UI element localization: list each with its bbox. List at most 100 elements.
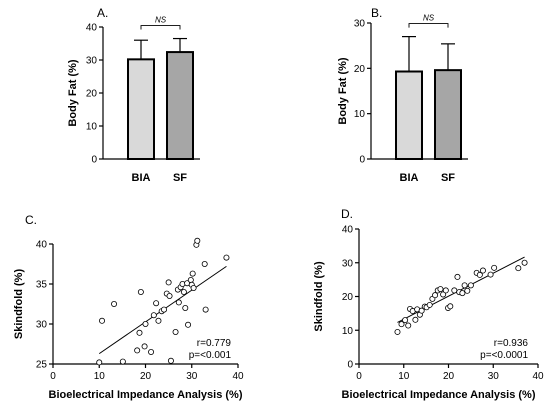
p3-data-point <box>155 317 162 324</box>
p2-y-tick-label: 10 <box>354 109 366 120</box>
p2-bar-bia <box>395 70 423 160</box>
p3-y-axis-title: Skindfold (%) <box>13 269 25 340</box>
p4-y-tick-label: 40 <box>342 225 354 236</box>
p3-x-axis-title: Bioelectrical Impedance Analysis (%) <box>49 389 243 401</box>
p3-y-tick-label: 30 <box>36 320 48 331</box>
p3-data-point <box>141 343 148 350</box>
p1-category-label: SF <box>173 172 187 184</box>
p3-data-point <box>172 328 179 335</box>
p4-y-tick-label: 10 <box>342 326 354 337</box>
p4-data-point <box>487 271 494 278</box>
p4-data-point <box>464 287 471 294</box>
p3-data-point <box>166 292 173 299</box>
p2-category-label: BIA <box>400 172 419 184</box>
p4-x-tick-label: 10 <box>398 371 410 382</box>
p1-significance-label: NS <box>155 16 167 25</box>
p4-data-point <box>447 303 454 310</box>
p3-data-point <box>180 288 187 295</box>
p1-y-tick-label: 0 <box>91 155 97 166</box>
p4-x-tick-label: 40 <box>532 371 544 382</box>
p3-data-point <box>175 299 182 306</box>
p1-category-label: BIA <box>132 172 151 184</box>
p3-data-point <box>119 358 126 365</box>
p1-y-tick-label: 30 <box>86 56 98 67</box>
p4-data-point <box>476 271 483 278</box>
p1-y-tick-label: 10 <box>86 122 98 133</box>
p3-data-point <box>142 320 149 327</box>
p4-data-point <box>440 291 447 298</box>
p4-data-point <box>437 286 444 293</box>
p3-data-point <box>182 304 189 311</box>
p2-panel-label: B. <box>371 6 382 20</box>
p1-y-tick-label: 20 <box>86 89 98 100</box>
p4-panel-label: D. <box>341 207 353 221</box>
p2-significance-label: NS <box>423 14 435 23</box>
p4-data-point <box>442 287 449 294</box>
p3-data-point <box>190 284 197 291</box>
p3-panel-label: C. <box>25 213 37 227</box>
p4-data-point <box>402 317 409 324</box>
p3-x-tick-label: 0 <box>50 371 56 382</box>
p4-x-tick-label: 20 <box>443 371 455 382</box>
p3-data-point <box>167 357 174 364</box>
p4-data-point <box>432 292 439 299</box>
p2-y-tick-label: 30 <box>354 19 366 30</box>
p2-y-tick-label: 0 <box>359 155 365 166</box>
p3-data-point <box>137 288 144 295</box>
p4-y-tick-label: 20 <box>342 292 354 303</box>
p4-x-tick-label: 0 <box>356 371 362 382</box>
p3-stat-label: p=<0.001 <box>189 350 232 361</box>
p3-data-point <box>201 260 208 267</box>
p3-data-point <box>223 254 230 261</box>
p3-x-tick-label: 40 <box>232 371 244 382</box>
p4-data-point <box>515 265 522 272</box>
p2-category-label: SF <box>441 172 455 184</box>
p1-bar-sf <box>166 51 194 160</box>
p3-y-tick-label: 25 <box>36 360 48 371</box>
p3-data-point <box>96 359 103 366</box>
p3-data-point <box>148 348 155 355</box>
p3-data-point <box>165 279 172 286</box>
p4-y-axis-title: Skindfold (%) <box>313 261 325 332</box>
p3-data-point <box>134 347 141 354</box>
p4-x-tick-label: 30 <box>488 371 500 382</box>
p4-y-tick-label: 30 <box>342 258 354 269</box>
p1-panel-label: A. <box>97 6 108 20</box>
p1-significance-bracket <box>140 25 181 30</box>
p4-data-point <box>521 259 528 266</box>
p2-y-axis-title: Body Fat (%) <box>337 57 349 125</box>
p4-data-point <box>461 282 468 289</box>
p2-bar-sf <box>434 69 462 160</box>
p3-data-point <box>202 306 209 313</box>
p3-data-point <box>136 329 143 336</box>
p3-x-tick-label: 30 <box>186 371 198 382</box>
p4-data-point <box>479 267 486 274</box>
p3-data-point <box>189 270 196 277</box>
p4-data-point <box>405 322 412 329</box>
p3-y-tick-label: 40 <box>36 240 48 251</box>
p1-y-tick-label: 40 <box>86 23 98 34</box>
p3-x-tick-label: 20 <box>140 371 152 382</box>
p4-data-point <box>491 264 498 271</box>
p4-data-point <box>418 307 425 314</box>
p4-stat-label: p=<0.0001 <box>480 350 528 361</box>
p3-data-point <box>160 306 167 313</box>
p3-data-point <box>150 312 157 319</box>
p3-data-point <box>153 300 160 307</box>
p3-x-tick-label: 10 <box>94 371 106 382</box>
p3-stat-label: r=0.779 <box>197 338 232 349</box>
p2-significance-bracket <box>408 23 449 28</box>
p3-data-point <box>99 317 106 324</box>
p4-data-point <box>459 290 466 297</box>
p4-data-point <box>394 328 401 335</box>
p3-data-point <box>185 321 192 328</box>
p4-stat-label: r=0.936 <box>494 338 529 349</box>
p1-bar-bia <box>127 58 155 161</box>
p3-y-tick-label: 35 <box>36 280 48 291</box>
p3-data-point <box>187 276 194 283</box>
p2-y-tick-label: 20 <box>354 64 366 75</box>
p4-data-point <box>398 321 405 328</box>
p4-data-point <box>426 301 433 308</box>
p4-data-point <box>412 316 419 323</box>
